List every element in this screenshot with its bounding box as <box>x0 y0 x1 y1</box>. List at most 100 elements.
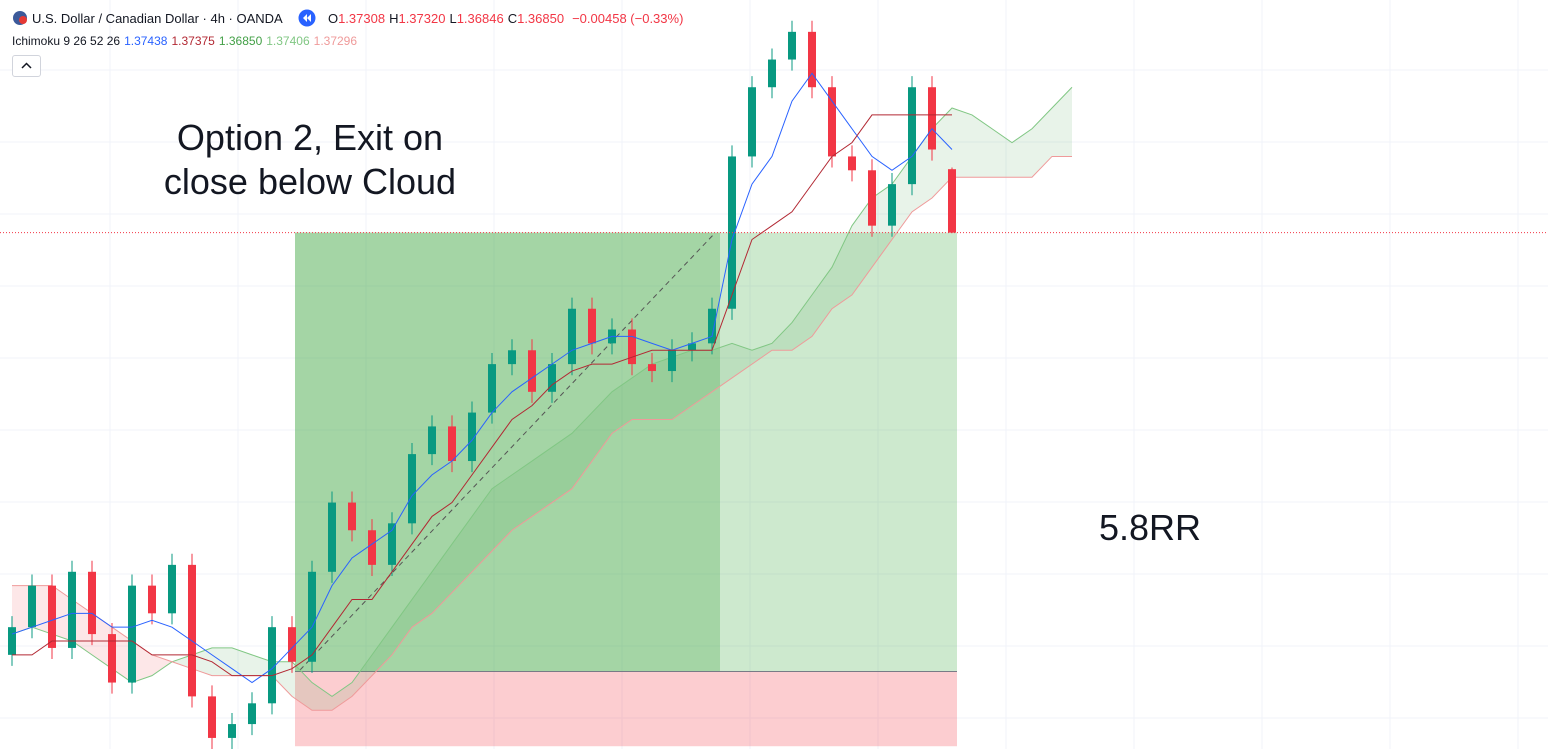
cloud-segment <box>792 294 812 351</box>
candle-body <box>708 308 716 344</box>
candle-body <box>228 724 236 738</box>
cloud-segment <box>432 544 452 614</box>
cloud-segment <box>952 107 972 178</box>
candle-body <box>788 31 796 60</box>
cloud-segment <box>592 391 612 462</box>
ohlc-label: L <box>449 11 457 26</box>
candle-body <box>268 627 276 704</box>
candle-body <box>748 87 756 157</box>
cloud-segment <box>512 461 532 531</box>
cloud-segment <box>1052 87 1072 157</box>
cloud-segment <box>392 599 412 655</box>
candle-body <box>348 502 356 531</box>
candle-body <box>948 169 956 233</box>
cloud-segment <box>812 267 832 337</box>
cloud-segment <box>632 364 652 420</box>
candle-body <box>248 703 256 725</box>
cloud-segment <box>312 682 332 711</box>
cloud-segment <box>292 661 312 711</box>
cloud-segment <box>372 627 392 676</box>
candle-body <box>908 87 916 185</box>
candle-body <box>468 412 476 462</box>
ohlc-value: 1.36846 <box>456 11 504 26</box>
candle-body <box>628 329 636 365</box>
ohlc-value: 1.37308 <box>338 11 386 26</box>
cloud-segment <box>832 225 852 309</box>
cloud-segment <box>992 128 1012 178</box>
cloud-segment <box>232 647 252 676</box>
cloud-segment <box>612 377 632 434</box>
cloud-segment <box>192 647 212 676</box>
candle-body <box>528 350 536 392</box>
candle-body <box>868 170 876 226</box>
trend-line <box>299 232 716 671</box>
cloud-segment <box>172 654 192 669</box>
cloud-segment <box>732 343 752 378</box>
cloud-segment <box>652 357 672 420</box>
indicator-value: 1.37438 <box>124 34 168 48</box>
cloud-segment <box>412 571 432 628</box>
candle-body <box>88 571 96 635</box>
candle-body <box>188 564 196 697</box>
candle-body <box>288 627 296 662</box>
cloud-segment <box>452 516 472 593</box>
cloud-segment <box>492 474 512 552</box>
candle-body <box>568 308 576 365</box>
cloud-segment <box>472 488 492 572</box>
cloud-segment <box>552 433 572 503</box>
indicator-line <box>12 114 952 677</box>
ohlc-label: C <box>507 11 518 26</box>
profit-zone <box>295 232 957 672</box>
symbol: U.S. Dollar / Canadian Dollar · 4h · OAN… <box>32 11 283 26</box>
candle-body <box>808 31 816 88</box>
candle-body <box>328 502 336 572</box>
cloud-segment <box>1032 107 1052 178</box>
cloud-segment <box>352 654 372 697</box>
candle-body <box>388 523 396 565</box>
replay-button[interactable] <box>298 9 316 27</box>
cloud-segment <box>852 197 872 295</box>
candle-body <box>308 571 316 662</box>
candle-body <box>888 184 896 226</box>
indicator-value: 1.37296 <box>313 34 358 48</box>
candle-body <box>148 585 156 614</box>
candle-body <box>488 364 496 413</box>
candle-body <box>588 308 596 344</box>
candle-body <box>108 634 116 683</box>
candle-body <box>828 87 836 157</box>
cloud-segment <box>712 343 732 392</box>
flag-icon <box>13 11 27 25</box>
cloud-segment <box>772 322 792 351</box>
annotation: 5.8RR <box>1099 507 1201 548</box>
indicator-legend: Ichimoku 9 26 52 26 1.37438 1.37375 1.36850… <box>12 34 361 48</box>
candle-body <box>448 426 456 462</box>
candle-body <box>208 696 216 738</box>
candle-body <box>48 585 56 648</box>
candle-body <box>8 627 16 655</box>
ohlc-value: 1.36850 <box>517 11 565 26</box>
cloud-segment <box>12 585 32 635</box>
ohlc: O1.37308 H1.37320 L1.36846 C1.36850 <box>328 11 568 26</box>
indicator-value: 1.37406 <box>266 34 310 48</box>
cloud-segment <box>692 350 712 406</box>
indicator-value: 1.37375 <box>171 34 215 48</box>
collapse-button[interactable] <box>12 55 41 77</box>
candle-body <box>168 564 176 614</box>
annotation: close below Cloud <box>164 161 456 202</box>
candle-body <box>668 350 676 372</box>
annotation: Option 2, Exit on <box>177 117 443 158</box>
cloud-segment <box>672 350 692 420</box>
cloud-segment <box>572 412 592 489</box>
candle-body <box>508 350 516 365</box>
chevron-icon <box>21 62 32 69</box>
candle-body <box>928 87 936 150</box>
cloud-segment <box>332 682 352 711</box>
cloud-segment <box>532 447 552 517</box>
ohlc-value: 1.37320 <box>398 11 446 26</box>
ohlc-label: O <box>327 11 339 26</box>
cloud-segment <box>932 107 952 198</box>
candle-body <box>848 156 856 171</box>
candle-body <box>648 364 656 372</box>
